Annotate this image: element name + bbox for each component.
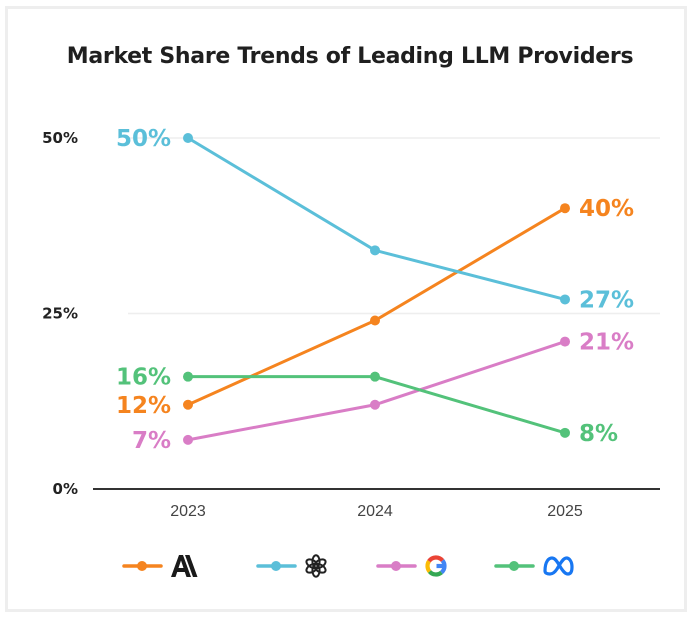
data-label: 50% <box>116 126 171 152</box>
data-point <box>183 133 193 143</box>
data-label: 7% <box>132 428 171 454</box>
openai-petal <box>305 558 319 570</box>
google-logo-icon <box>425 555 447 577</box>
chart-card <box>5 6 687 612</box>
series-line-google <box>187 340 566 442</box>
series-group <box>183 133 570 445</box>
legend <box>122 554 574 578</box>
y-tick-label: 25% <box>42 305 78 323</box>
legend-item-meta <box>494 556 574 576</box>
legend-marker <box>509 561 519 571</box>
data-label: 27% <box>579 287 634 313</box>
legend-item-google <box>376 555 447 577</box>
data-point <box>370 245 380 256</box>
data-label: 21% <box>579 330 634 356</box>
data-point <box>560 203 570 214</box>
y-tick-label: 0% <box>53 480 78 498</box>
legend-item-anthropic <box>122 555 198 577</box>
data-point <box>560 427 570 438</box>
data-label: 8% <box>579 421 618 447</box>
anthropic-slash-shape <box>185 555 198 577</box>
y-tick-label: 50% <box>42 129 78 147</box>
data-point <box>560 294 570 305</box>
data-point <box>370 371 380 382</box>
chart-title: Market Share Trends of Leading LLM Provi… <box>66 44 634 69</box>
legend-marker <box>271 561 281 571</box>
data-point <box>183 371 193 382</box>
google-arc <box>425 559 432 573</box>
google-g <box>425 555 447 577</box>
data-point <box>183 434 193 445</box>
google-arc <box>427 555 445 563</box>
legend-marker <box>137 561 147 571</box>
x-axis-ticks: 2023 2024 2025 <box>170 503 583 520</box>
legend-marker <box>391 561 401 571</box>
anthropic-a-shape <box>171 555 191 577</box>
x-tick-label: 2023 <box>170 503 206 520</box>
meta-logo-icon <box>543 556 574 576</box>
anthropic-logo-icon <box>171 555 198 577</box>
meta-infinity-shape <box>543 556 574 576</box>
data-label: 12% <box>116 393 171 419</box>
data-labels: 12% 40% 50% 27% 7% 21% 16% 8% <box>116 126 634 454</box>
series-line-openai <box>187 136 566 301</box>
gridlines <box>93 137 660 490</box>
y-axis-ticks: 0% 25% 50% <box>42 129 78 498</box>
x-tick-label: 2024 <box>357 503 393 520</box>
data-label: 40% <box>579 196 634 222</box>
x-tick-label: 2025 <box>547 503 583 520</box>
data-point <box>560 336 570 347</box>
openai-logo-icon <box>305 554 327 578</box>
legend-item-openai <box>256 554 327 578</box>
data-point <box>370 315 380 326</box>
data-point <box>370 399 380 410</box>
data-point <box>183 399 193 410</box>
data-label: 16% <box>116 365 171 391</box>
google-arc <box>427 569 443 577</box>
openai-knot <box>305 554 327 578</box>
